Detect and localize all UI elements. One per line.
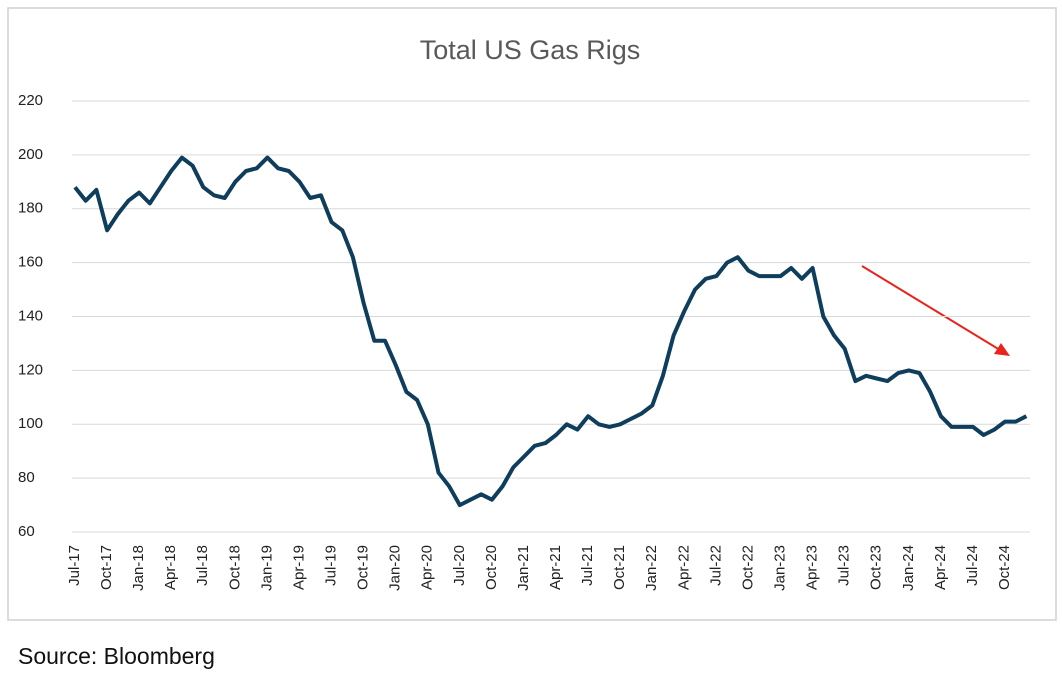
x-tick-label: Apr-24 — [932, 545, 949, 590]
x-tick-label: Jul-17 — [66, 545, 83, 586]
trend-arrow — [861, 265, 1010, 356]
x-tick-label: Jan-22 — [643, 545, 660, 591]
x-tick-label: Oct-22 — [739, 545, 756, 590]
x-tick-label: Apr-18 — [162, 545, 179, 590]
x-tick-label: Jan-20 — [387, 545, 404, 591]
y-tick-label: 200 — [18, 146, 43, 163]
y-tick-label: 160 — [18, 254, 43, 271]
x-tick-label: Jul-23 — [836, 545, 853, 586]
x-tick-label: Oct-20 — [483, 545, 500, 590]
y-tick-label: 140 — [18, 307, 43, 324]
x-tick-label: Jul-18 — [194, 545, 211, 586]
data-line — [73, 155, 1028, 508]
x-tick-label: Oct-18 — [226, 545, 243, 590]
x-tick-label: Jul-20 — [451, 545, 468, 586]
x-tick-label: Jan-23 — [772, 545, 789, 591]
x-tick-label: Apr-19 — [290, 545, 307, 590]
chart-title: Total US Gas Rigs — [420, 35, 641, 65]
x-tick-label: Oct-23 — [868, 545, 885, 590]
x-tick-label: Jan-24 — [900, 545, 917, 591]
x-tick-label: Jan-19 — [258, 545, 275, 591]
x-tick-label: Jul-19 — [323, 545, 340, 586]
source-note: Source: Bloomberg — [18, 643, 215, 669]
x-tick-label: Apr-22 — [675, 545, 692, 590]
x-tick-label: Jul-22 — [707, 545, 724, 586]
x-tick-label: Jan-21 — [515, 545, 532, 591]
x-tick-label: Jul-24 — [964, 545, 981, 586]
y-tick-label: 180 — [18, 200, 43, 217]
x-tick-label: Apr-20 — [419, 545, 436, 590]
x-tick-label: Jan-18 — [130, 545, 147, 591]
x-tick-label: Oct-21 — [611, 545, 628, 590]
y-tick-label: 220 — [18, 92, 43, 109]
x-tick-label: Oct-17 — [98, 545, 115, 590]
y-tick-label: 100 — [18, 415, 43, 432]
y-tick-label: 80 — [18, 469, 35, 486]
y-tick-label: 60 — [18, 523, 35, 540]
x-tick-label: Apr-21 — [547, 545, 564, 590]
x-tick-label: Apr-23 — [804, 545, 821, 590]
y-tick-label: 120 — [18, 361, 43, 378]
x-tick-label: Jul-21 — [579, 545, 596, 586]
x-tick-label: Oct-19 — [355, 545, 372, 590]
chart-border — [7, 7, 1057, 621]
x-tick-label: Oct-24 — [996, 545, 1013, 590]
